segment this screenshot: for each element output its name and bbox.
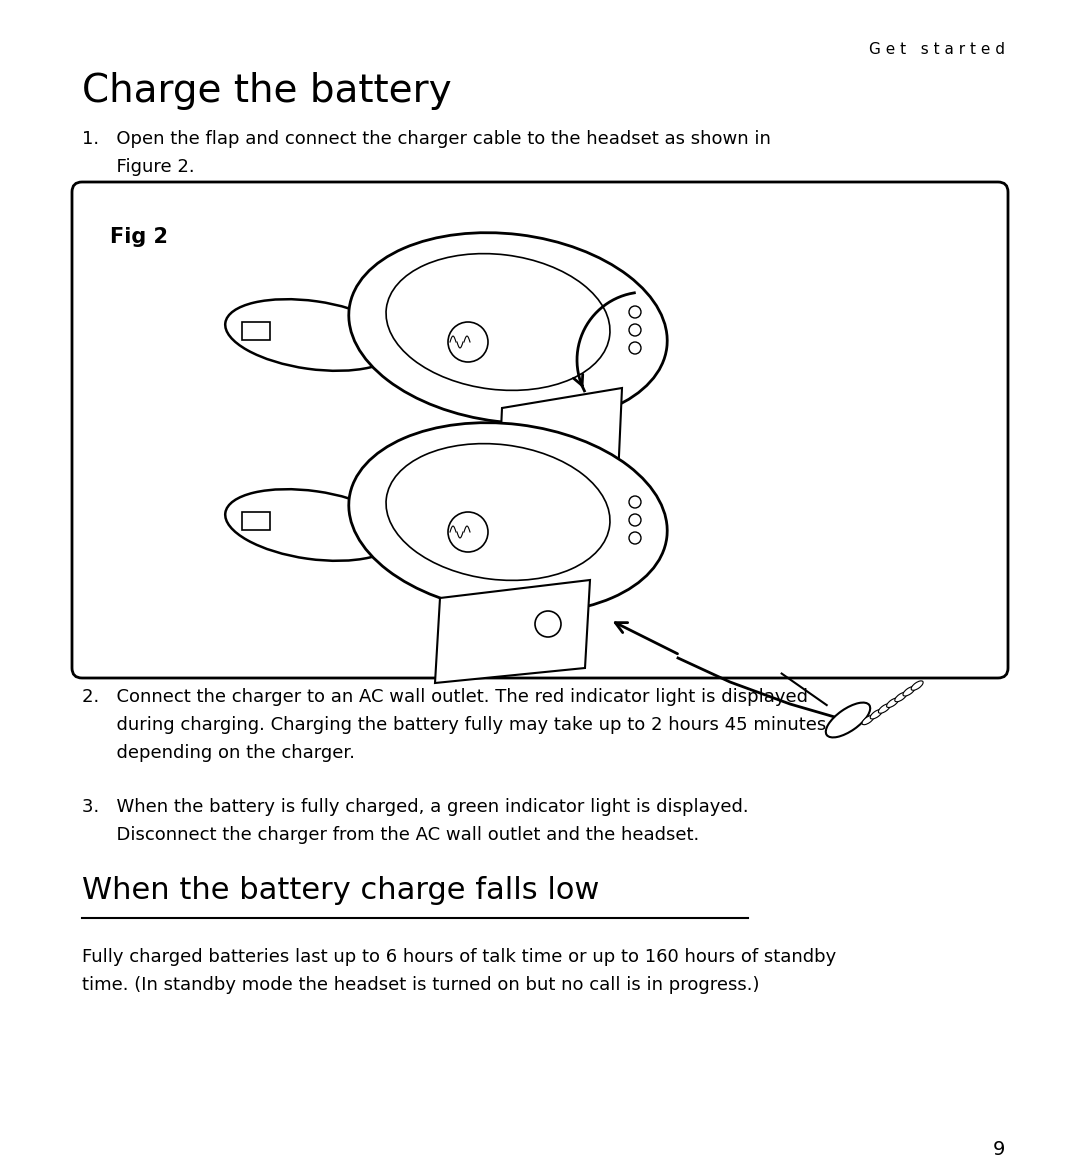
Ellipse shape	[226, 299, 399, 371]
FancyBboxPatch shape	[72, 182, 1008, 678]
Text: time. (In standby mode the headset is turned on but no call is in progress.): time. (In standby mode the headset is tu…	[82, 976, 759, 994]
Circle shape	[629, 343, 642, 354]
Polygon shape	[242, 511, 270, 530]
Circle shape	[629, 324, 642, 335]
Polygon shape	[242, 323, 270, 340]
Ellipse shape	[912, 680, 923, 690]
Polygon shape	[435, 579, 590, 683]
Circle shape	[629, 306, 642, 318]
Ellipse shape	[349, 422, 667, 613]
Text: Charge the battery: Charge the battery	[82, 72, 451, 110]
Text: Fully charged batteries last up to 6 hours of talk time or up to 160 hours of st: Fully charged batteries last up to 6 hou…	[82, 948, 836, 967]
Circle shape	[629, 514, 642, 526]
Text: Figure 2.: Figure 2.	[82, 158, 194, 176]
Text: Disconnect the charger from the AC wall outlet and the headset.: Disconnect the charger from the AC wall …	[82, 826, 699, 845]
Ellipse shape	[349, 232, 667, 423]
Ellipse shape	[887, 698, 899, 707]
Text: When the battery charge falls low: When the battery charge falls low	[82, 876, 599, 906]
Text: G e t   s t a r t e d: G e t s t a r t e d	[869, 42, 1005, 57]
Ellipse shape	[878, 704, 890, 713]
Text: Fig 2: Fig 2	[110, 228, 168, 248]
Text: 2.   Connect the charger to an AC wall outlet. The red indicator light is displa: 2. Connect the charger to an AC wall out…	[82, 689, 808, 706]
Circle shape	[448, 511, 488, 552]
Text: depending on the charger.: depending on the charger.	[82, 744, 355, 762]
Ellipse shape	[870, 710, 882, 719]
Circle shape	[448, 323, 488, 362]
Ellipse shape	[226, 489, 399, 561]
Ellipse shape	[826, 703, 870, 738]
Circle shape	[535, 611, 561, 637]
Circle shape	[629, 496, 642, 508]
Ellipse shape	[862, 716, 874, 725]
Ellipse shape	[894, 692, 907, 701]
Text: during charging. Charging the battery fully may take up to 2 hours 45 minutes: during charging. Charging the battery fu…	[82, 716, 826, 734]
Ellipse shape	[903, 686, 915, 696]
Polygon shape	[498, 388, 622, 499]
Circle shape	[629, 533, 642, 544]
Text: 3.   When the battery is fully charged, a green indicator light is displayed.: 3. When the battery is fully charged, a …	[82, 798, 748, 816]
Ellipse shape	[386, 443, 610, 581]
Text: 1.   Open the flap and connect the charger cable to the headset as shown in: 1. Open the flap and connect the charger…	[82, 130, 771, 148]
Text: 9: 9	[993, 1140, 1005, 1159]
Ellipse shape	[386, 253, 610, 391]
